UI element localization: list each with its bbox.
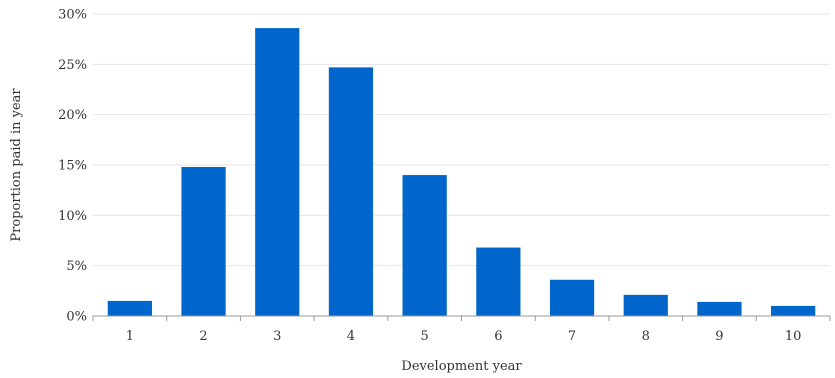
bar (476, 247, 521, 316)
x-tick-label: 9 (715, 329, 723, 344)
y-tick-label: 20% (58, 108, 87, 123)
y-tick-label: 5% (66, 259, 87, 274)
x-tick-label: 10 (785, 329, 802, 344)
bar (107, 300, 152, 316)
bar (549, 279, 595, 316)
bar (328, 67, 374, 316)
bar (697, 301, 742, 316)
bar (402, 175, 447, 316)
y-tick-label: 30% (58, 8, 87, 23)
bar (771, 305, 816, 316)
x-tick-label: 5 (421, 329, 429, 344)
x-tick-marks (92, 316, 831, 321)
x-tick-label: 8 (642, 329, 650, 344)
bar (181, 167, 226, 316)
x-tick-label: 2 (199, 329, 207, 344)
x-tick-label: 3 (273, 329, 281, 344)
bars (107, 28, 816, 317)
y-tick-label: 10% (58, 209, 87, 224)
y-tick-label: 15% (58, 159, 87, 174)
x-tick-label: 4 (347, 329, 355, 344)
x-tick-labels: 1 2 3 4 5 6 7 8 9 10 (126, 329, 802, 344)
x-tick-label: 7 (568, 329, 576, 344)
y-tick-labels: 0% 5% 10% 15% 20% 25% 30% (58, 8, 87, 325)
y-tick-label: 25% (58, 58, 87, 73)
x-axis-title: Development year (401, 359, 522, 374)
x-tick-label: 1 (126, 329, 134, 344)
y-tick-label: 0% (66, 310, 87, 325)
bar (623, 294, 668, 316)
x-tick-label: 6 (494, 329, 502, 344)
bar (255, 28, 300, 317)
y-axis-title: Proportion paid in year (9, 88, 24, 242)
